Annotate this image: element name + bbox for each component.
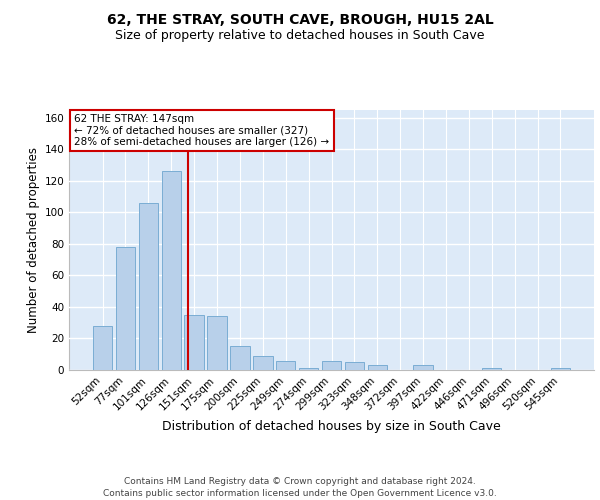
Bar: [208, 316, 227, 370]
Y-axis label: Number of detached properties: Number of detached properties: [27, 147, 40, 333]
X-axis label: Distribution of detached houses by size in South Cave: Distribution of detached houses by size …: [162, 420, 501, 433]
Text: 62 THE STRAY: 147sqm
← 72% of detached houses are smaller (327)
28% of semi-deta: 62 THE STRAY: 147sqm ← 72% of detached h…: [74, 114, 329, 147]
Bar: [93, 326, 112, 370]
Text: 62, THE STRAY, SOUTH CAVE, BROUGH, HU15 2AL: 62, THE STRAY, SOUTH CAVE, BROUGH, HU15 …: [107, 12, 493, 26]
Bar: [230, 346, 250, 370]
Text: Size of property relative to detached houses in South Cave: Size of property relative to detached ho…: [115, 29, 485, 42]
Bar: [368, 366, 387, 370]
Bar: [551, 368, 570, 370]
Bar: [139, 203, 158, 370]
Text: Contains HM Land Registry data © Crown copyright and database right 2024.
Contai: Contains HM Land Registry data © Crown c…: [103, 476, 497, 498]
Bar: [299, 368, 319, 370]
Bar: [482, 368, 502, 370]
Bar: [413, 366, 433, 370]
Bar: [161, 172, 181, 370]
Bar: [344, 362, 364, 370]
Bar: [322, 360, 341, 370]
Bar: [184, 315, 204, 370]
Bar: [276, 360, 295, 370]
Bar: [253, 356, 272, 370]
Bar: [116, 247, 135, 370]
